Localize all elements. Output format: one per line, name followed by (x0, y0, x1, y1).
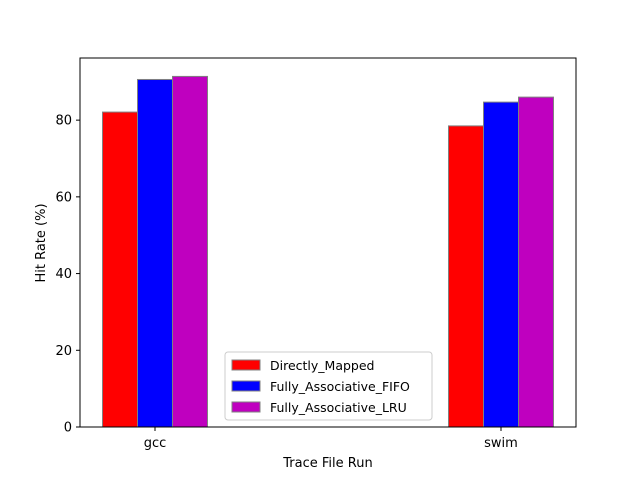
x-axis-label: Trace File Run (282, 456, 372, 471)
legend-label-directly-mapped: Directly_Mapped (270, 358, 375, 373)
x-tick-label-swim: swim (484, 436, 518, 451)
bar-fully-associative-lru-swim (518, 96, 554, 428)
legend-label-fully-associative-fifo: Fully_Associative_FIFO (270, 379, 410, 394)
legend: Directly_Mapped Fully_Associative_FIFO Ful… (224, 351, 433, 421)
y-tick-label: 0 (64, 421, 72, 436)
legend-box (224, 351, 433, 421)
bars-layer (102, 75, 554, 428)
bar-fully-associative-fifo-gcc (137, 78, 173, 428)
bar-fully-associative-fifo-swim (483, 101, 519, 428)
y-tick-label: 20 (55, 344, 72, 359)
x-axis: gcc swim (144, 427, 518, 451)
bar-directly-mapped-swim (448, 125, 484, 428)
x-tick-label-gcc: gcc (144, 436, 167, 451)
y-tick-label: 80 (55, 114, 72, 129)
y-axis: 0 20 40 60 80 (55, 114, 80, 436)
y-tick-label: 60 (55, 190, 72, 205)
y-axis-label: Hit Rate (%) (34, 203, 49, 282)
legend-swatch-fully-associative-lru (231, 401, 261, 413)
bar-fully-associative-lru-gcc (172, 75, 208, 428)
legend-swatch-fully-associative-fifo (231, 380, 261, 392)
bar-directly-mapped-gcc (102, 111, 138, 428)
plot-frame (79, 57, 577, 428)
legend-label-fully-associative-lru: Fully_Associative_LRU (270, 400, 407, 415)
y-tick-label: 40 (55, 267, 72, 282)
legend-swatch-directly-mapped (231, 359, 261, 371)
